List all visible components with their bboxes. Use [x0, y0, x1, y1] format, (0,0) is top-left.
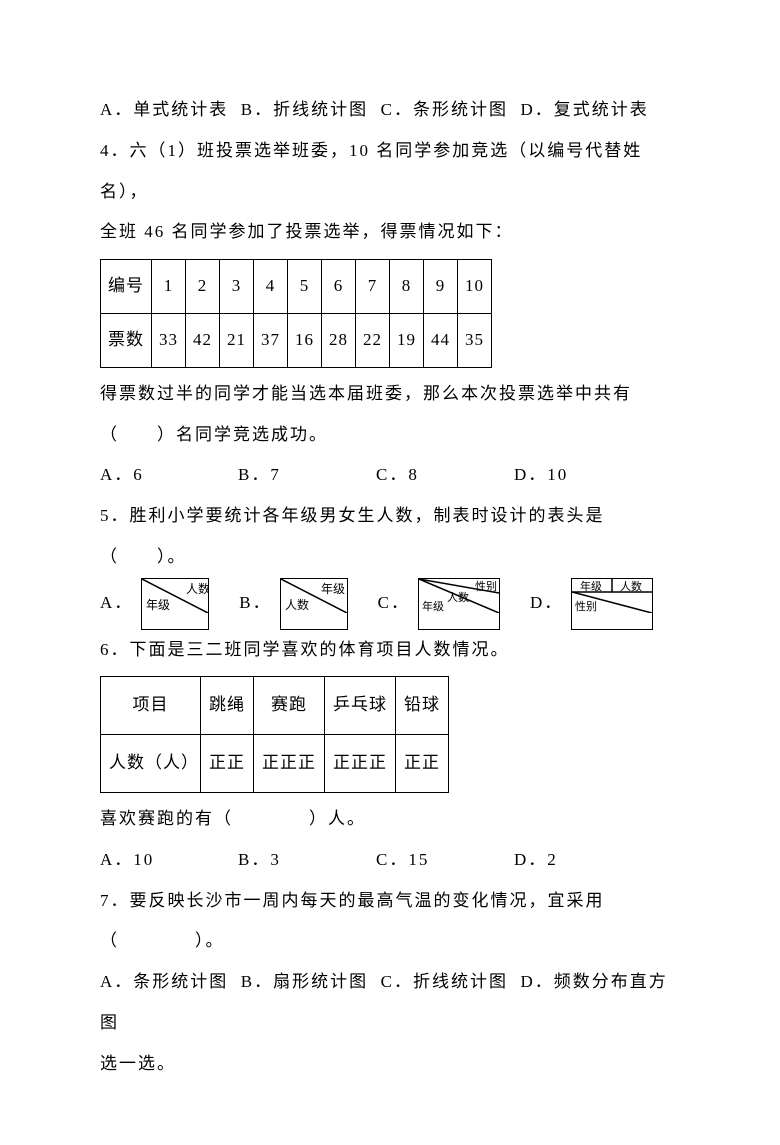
svg-text:人数: 人数	[186, 581, 208, 596]
q6-opt-d: D．2	[514, 840, 652, 881]
table-row: 票数 33 42 21 37 16 28 22 19 44 35	[101, 313, 492, 367]
table-row: 项目 跳绳 赛跑 乒乓球 铅球	[101, 677, 449, 735]
q5-diagram-d: 年级 人数 性别	[571, 578, 653, 630]
q6-table: 项目 跳绳 赛跑 乒乓球 铅球 人数（人） 正正 正正正 正正正 正正	[100, 676, 449, 793]
table-row: 人数（人） 正正 正正正 正正正 正正	[101, 735, 449, 793]
q4-opt-b: B．7	[238, 455, 376, 496]
table-row: 编号 1 2 3 4 5 6 7 8 9 10	[101, 260, 492, 314]
q7-stem-1: 7．要反映长沙市一周内每天的最高气温的变化情况，宜采用	[100, 881, 680, 922]
q4-table: 编号 1 2 3 4 5 6 7 8 9 10 票数 33 42 21 37 1…	[100, 259, 492, 368]
svg-text:年级: 年级	[146, 598, 170, 612]
q3-opt-d: D．复式统计表	[520, 100, 648, 119]
q6-opt-a: A．10	[100, 840, 238, 881]
q4-stem-1: 4．六（1）班投票选举班委，10 名同学参加竞选（以编号代替姓名），	[100, 131, 680, 213]
q4-options: A．6 B．7 C．8 D．10	[100, 455, 680, 496]
q5-options: A． 人数 年级 B． 年级 人数 C． 性别 人数 年级	[100, 578, 680, 630]
q5-diagram-b: 年级 人数	[280, 578, 348, 630]
q7-opts-tail: 图	[100, 1003, 680, 1044]
svg-text:年级: 年级	[580, 579, 602, 593]
row-header: 编号	[101, 260, 152, 314]
q4-opt-d: D．10	[514, 455, 652, 496]
q5-label-d: D．	[530, 583, 563, 624]
q3-opt-c: C．条形统计图	[381, 100, 508, 119]
q5-diagram-c: 性别 人数 年级	[418, 578, 500, 630]
q7-options: A．条形统计图 B．扇形统计图 C．折线统计图 D．频数分布直方	[100, 962, 680, 1003]
q6-opt-c: C．15	[376, 840, 514, 881]
q5-diagram-a: 人数 年级	[141, 578, 209, 630]
q6-stem: 6．下面是三二班同学喜欢的体育项目人数情况。	[100, 630, 680, 671]
q3-opt-b: B．折线统计图	[241, 100, 368, 119]
q7-stem-2: （ ）。	[100, 921, 680, 962]
q4-after-1: 得票数过半的同学才能当选本届班委，那么本次投票选举中共有	[100, 374, 680, 415]
q5-stem: 5．胜利小学要统计各年级男女生人数，制表时设计的表头是（ ）。	[100, 496, 680, 578]
svg-text:年级: 年级	[321, 582, 345, 596]
svg-text:性别: 性别	[475, 579, 497, 593]
q4-opt-a: A．6	[100, 455, 238, 496]
q3-options: A．单式统计表 B．折线统计图 C．条形统计图 D．复式统计表	[100, 90, 680, 131]
q7-opt-c: C．折线统计图	[381, 972, 508, 991]
row-header: 票数	[101, 313, 152, 367]
q5-label-b: B．	[239, 583, 271, 624]
q4-after-2: （ ）名同学竞选成功。	[100, 415, 680, 456]
q3-opt-a: A．单式统计表	[100, 100, 228, 119]
q7-opt-d: D．频数分布直方	[520, 972, 667, 991]
q7-opt-a: A．条形统计图	[100, 972, 228, 991]
q5-label-c: C．	[378, 583, 410, 624]
trailer: 选一选。	[100, 1044, 680, 1085]
svg-text:性别: 性别	[575, 599, 597, 613]
svg-text:人数: 人数	[620, 580, 642, 593]
q6-options: A．10 B．3 C．15 D．2	[100, 840, 680, 881]
svg-text:人数: 人数	[285, 597, 309, 612]
q6-after: 喜欢赛跑的有（ ）人。	[100, 799, 680, 840]
q4-opt-c: C．8	[376, 455, 514, 496]
q7-opt-b: B．扇形统计图	[241, 972, 368, 991]
svg-text:年级: 年级	[422, 599, 444, 613]
q4-stem-2: 全班 46 名同学参加了投票选举，得票情况如下：	[100, 212, 680, 253]
svg-text:人数: 人数	[447, 591, 469, 604]
q6-opt-b: B．3	[238, 840, 376, 881]
q5-label-a: A．	[100, 583, 133, 624]
